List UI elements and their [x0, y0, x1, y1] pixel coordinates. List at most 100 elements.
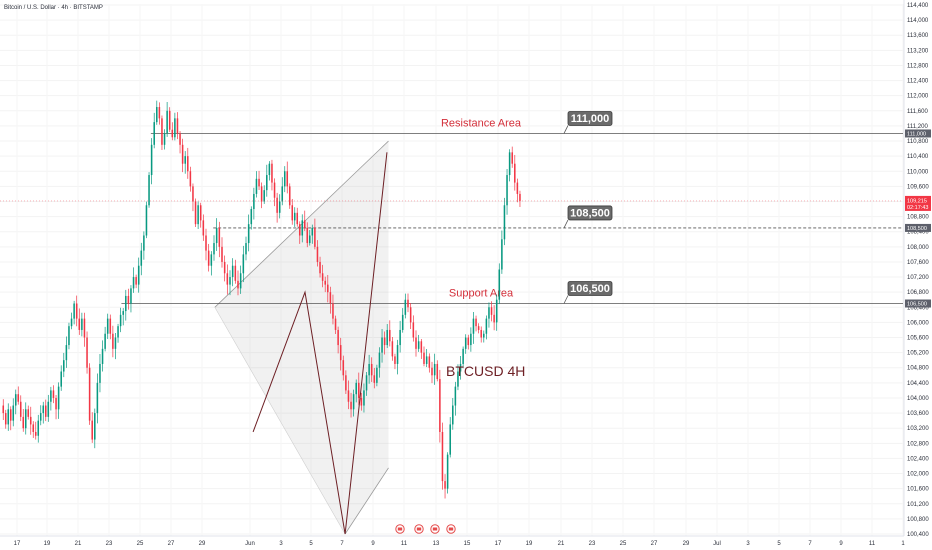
candle: [250, 206, 253, 230]
level-callout[interactable]: 106,500: [563, 281, 613, 304]
candle: [187, 147, 189, 179]
candle: [83, 312, 86, 347]
candle: [174, 112, 176, 141]
candle: [68, 322, 70, 350]
candle: [352, 389, 355, 417]
candle: [332, 294, 334, 325]
level-callout-box[interactable]: [567, 111, 613, 126]
pattern-zigzag[interactable]: [252, 152, 388, 535]
x-tick-label: 7: [808, 541, 812, 547]
x-tick-label: 3: [279, 541, 283, 547]
price-axis-bg[interactable]: [904, 0, 932, 550]
level-callout-pointer: [563, 295, 569, 304]
level-callout-text: 108,500: [570, 207, 610, 219]
time-axis[interactable]: 17 19 21 23 25 27 29 Jun 3 5 7 9 11 13 15 17 19 21 23 25 27 2…: [0, 535, 905, 547]
candle: [42, 401, 45, 424]
candle: [503, 197, 506, 246]
candle: [166, 101, 168, 137]
level-callout[interactable]: 111,000: [563, 111, 613, 134]
candle: [226, 264, 229, 295]
candle: [519, 190, 521, 207]
candle: [60, 365, 62, 391]
candle: [17, 386, 20, 405]
y-tick-label: 114,400: [907, 3, 929, 9]
level-callout[interactable]: 108,500: [563, 205, 613, 229]
candle: [373, 367, 376, 389]
candle: [55, 395, 57, 420]
y-tick-label: 104,400: [907, 381, 929, 387]
candle: [237, 270, 239, 296]
candle: [467, 334, 470, 350]
candle: [210, 251, 213, 276]
y-tick-label: 106,800: [907, 290, 929, 296]
candle: [441, 422, 444, 490]
replay-icon[interactable]: [395, 524, 405, 534]
candle: [161, 115, 163, 151]
candle: [472, 311, 475, 344]
candle: [298, 221, 301, 244]
x-tick-label: 17: [495, 541, 502, 547]
candle: [501, 230, 503, 274]
candle: [358, 372, 360, 406]
candle: [365, 372, 368, 396]
price-axis[interactable]: 114,400 114,000 113,600 113,200 112,800 112,4…: [903, 0, 932, 550]
candle: [337, 326, 339, 354]
annotation-label[interactable]: BTCUSD 4H: [446, 363, 525, 379]
candle: [7, 403, 10, 431]
y-tick-label: 104,000: [907, 396, 929, 402]
price-levels[interactable]: 111,000 Resistance Area 108,500 106,500 Supp…: [121, 111, 903, 304]
candle: [283, 166, 286, 193]
svg-text:106,500: 106,500: [907, 302, 927, 308]
candle: [132, 267, 135, 293]
pattern-drawing[interactable]: [252, 152, 388, 535]
level-callout-pointer: [563, 125, 569, 134]
flag-red-icon[interactable]: [430, 524, 440, 534]
candle: [308, 229, 311, 246]
candle: [145, 201, 148, 239]
flag-red-icon[interactable]: [446, 524, 456, 534]
candle: [39, 405, 42, 426]
candle: [207, 243, 210, 272]
replay-toolbar[interactable]: [395, 524, 456, 534]
candle: [218, 221, 221, 258]
candle: [433, 353, 436, 385]
candle: [29, 406, 32, 435]
candle: [454, 381, 457, 416]
candle: [347, 380, 350, 410]
candle: [37, 414, 40, 443]
candle: [477, 323, 480, 334]
x-tick-label: 21: [75, 541, 82, 547]
candle: [75, 295, 78, 327]
candle: [439, 369, 441, 443]
level-axis-badge: 106,500: [905, 299, 931, 308]
candle: [73, 300, 75, 325]
candle: [63, 352, 65, 378]
candle: [81, 312, 83, 337]
candle: [311, 224, 314, 244]
candle: [192, 183, 194, 212]
candle: [47, 394, 50, 422]
candle: [363, 383, 365, 413]
x-tick-label: 15: [464, 541, 471, 547]
candle: [260, 182, 263, 209]
level-callout-box[interactable]: [567, 281, 613, 296]
x-tick-label: 5: [309, 541, 313, 547]
x-tick-label: 29: [199, 541, 206, 547]
channel-lower-line[interactable]: [344, 467, 389, 535]
channel-fill[interactable]: [214, 141, 389, 534]
candle: [122, 308, 124, 326]
chart-title: Bitcoin / U.S. Dollar · 4h · BITSTAMP: [4, 5, 103, 11]
level-callout-box[interactable]: [567, 205, 613, 221]
x-tick-label: 23: [589, 541, 596, 547]
candle: [86, 331, 88, 374]
candle: [96, 373, 99, 424]
x-tick-label: 5: [777, 541, 781, 547]
candle: [444, 474, 446, 499]
flag-red-icon[interactable]: [414, 524, 424, 534]
svg-text:108,500: 108,500: [907, 226, 927, 232]
channel-drawing[interactable]: [214, 140, 389, 535]
candle: [281, 177, 284, 206]
candle: [327, 274, 329, 303]
